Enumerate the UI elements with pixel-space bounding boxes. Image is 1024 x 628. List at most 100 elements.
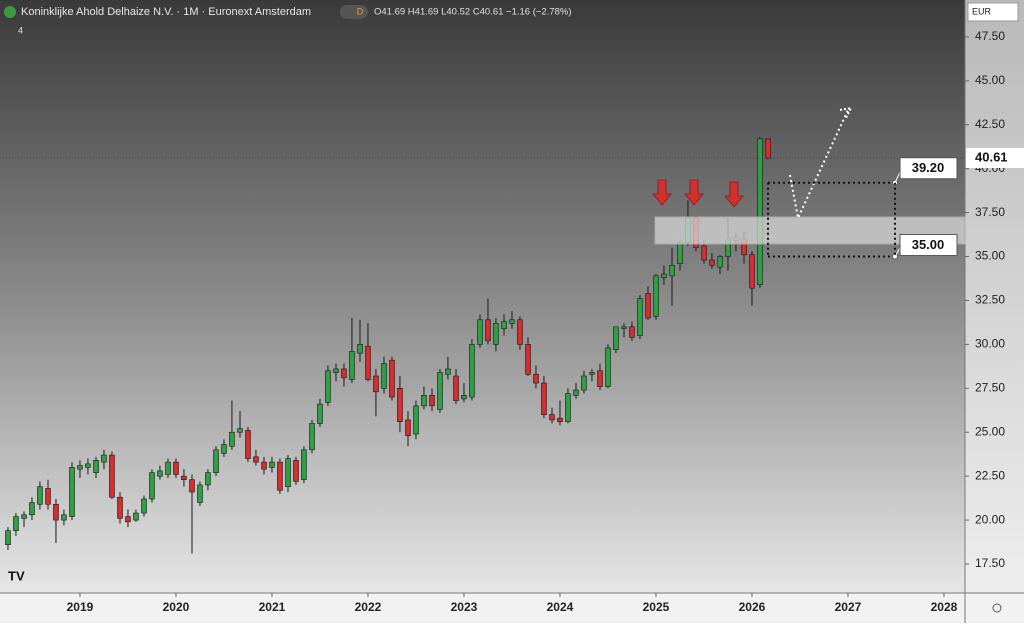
candle-body (37, 486, 43, 505)
candle-body (237, 428, 243, 433)
candle-body (253, 456, 259, 463)
x-tick-label: 2028 (931, 600, 958, 614)
candle-body (525, 344, 531, 375)
y-tick-label: 27.50 (975, 380, 1005, 394)
candle-body (581, 375, 587, 391)
candle-body (637, 298, 643, 336)
candle-body (701, 245, 707, 261)
candle-body (29, 502, 35, 516)
candle-body (197, 484, 203, 503)
candle-body (13, 516, 19, 531)
y-tick-label: 47.50 (975, 29, 1005, 43)
candle-body (125, 516, 131, 523)
candle-body (221, 444, 227, 454)
arrows (652, 179, 744, 208)
candle-body (357, 344, 363, 354)
candle-body (453, 375, 459, 401)
candle-body (261, 461, 267, 470)
candle-body (141, 498, 147, 514)
symbol-title: Koninklijke Ahold Delhaize N.V. · 1M · E… (21, 6, 311, 18)
candle-body (589, 372, 595, 375)
candle-body (757, 138, 763, 285)
candle-body (565, 393, 571, 422)
settings-icon[interactable] (992, 603, 1002, 613)
candle-body (501, 321, 507, 329)
candle-body (69, 467, 75, 517)
candle-body (349, 351, 355, 380)
candle-body (653, 275, 659, 317)
x-tick-label: 2027 (835, 600, 862, 614)
candle-body (189, 479, 195, 493)
x-tick-label: 2021 (259, 600, 286, 614)
candle-body (333, 368, 339, 373)
candle-body (629, 326, 635, 338)
candle-body (165, 461, 171, 475)
candle-body (557, 417, 563, 422)
candle-body (605, 347, 611, 387)
candle-body (373, 375, 379, 393)
candle-body (77, 465, 83, 470)
candle-body (269, 461, 275, 468)
down-arrow (652, 179, 672, 206)
candle-body (541, 382, 547, 415)
candle-body (133, 512, 139, 521)
candle-body (661, 273, 667, 278)
candle-body (517, 319, 523, 345)
logo: TV (8, 568, 25, 583)
candle-body (61, 514, 67, 521)
candle-body (277, 461, 283, 491)
y-tick-label: 35.00 (975, 249, 1005, 263)
candle-body (397, 388, 403, 422)
plot (5, 137, 771, 554)
candle-body (621, 326, 627, 329)
candle-body (573, 389, 579, 396)
candle-body (213, 449, 219, 473)
candle-body (469, 344, 475, 398)
candle-body (645, 293, 651, 319)
y-tick-label: 17.50 (975, 556, 1005, 570)
candle-body (229, 431, 235, 447)
down-arrow (684, 179, 704, 206)
candle-body (389, 359, 395, 398)
candle-body (717, 256, 723, 268)
x-tick-label: 2024 (547, 600, 574, 614)
candle-body (109, 454, 115, 498)
candle-body (749, 254, 755, 289)
indicator-count: 4 (18, 25, 23, 35)
currency: EUR (972, 6, 992, 16)
candle-body (677, 242, 683, 264)
last-price-label: 40.61 (975, 149, 1008, 164)
y-tick-label: 37.50 (975, 205, 1005, 219)
candle-body (101, 454, 107, 463)
candle-body (181, 475, 187, 480)
candle-body (301, 449, 307, 480)
badge (340, 5, 368, 19)
time-axis-background (0, 593, 1024, 623)
candle-body (93, 460, 99, 473)
candle-body (597, 370, 603, 387)
candle-body (365, 345, 371, 380)
y-tick-label: 22.50 (975, 468, 1005, 482)
candle-body (157, 470, 163, 477)
candle-body (325, 370, 331, 403)
candle-body (85, 463, 91, 468)
candle-body (117, 496, 123, 519)
candle-body (21, 514, 27, 519)
plot-background (0, 0, 965, 593)
y-tick-label: 42.50 (975, 117, 1005, 131)
last-price-box (966, 147, 1024, 168)
candle-body (293, 460, 299, 482)
candle-body (669, 265, 675, 277)
y-tick-label: 45.00 (975, 73, 1005, 87)
candle-body (245, 430, 251, 459)
candle-body (405, 419, 411, 437)
y-tick-label: 32.50 (975, 293, 1005, 307)
candle-body (509, 319, 515, 324)
y-tick-label: 30.00 (975, 337, 1005, 351)
y-tick-label: 25.00 (975, 424, 1005, 438)
candle-body (413, 405, 419, 435)
candle-body (493, 322, 499, 345)
price-axis-background (965, 0, 1024, 593)
candle-body (53, 503, 59, 521)
candle-body (549, 414, 555, 421)
